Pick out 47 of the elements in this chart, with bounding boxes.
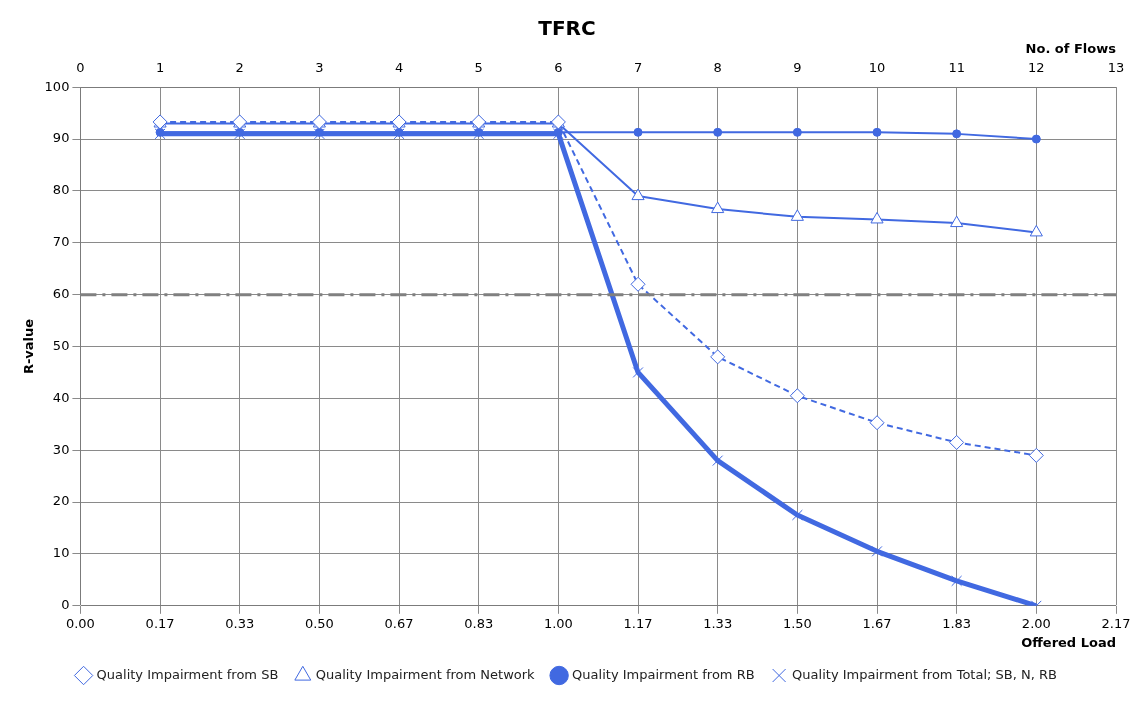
x2-tick-label: 3: [315, 59, 324, 75]
x-tick-label: 0.67: [384, 615, 414, 631]
y-tick-label: 60: [52, 286, 70, 302]
legend-label: Quality Impairment from RB: [572, 666, 755, 682]
x2-tick-label: 9: [793, 59, 802, 75]
x-tick-label: 0.17: [145, 615, 175, 631]
x-tick-label: 2.00: [1021, 615, 1051, 631]
x-tick-label: 1.67: [862, 615, 892, 631]
y-tick-label: 80: [52, 182, 70, 198]
x2-tick-label: 13: [1107, 59, 1125, 75]
x2-tick-label: 8: [713, 59, 722, 75]
x-tick-label: 1.33: [703, 615, 733, 631]
x2-tick-label: 12: [1028, 59, 1045, 75]
x-tick-label: 0.83: [464, 615, 494, 631]
y-tick-label: 0: [61, 597, 70, 613]
x2-tick-label: 6: [554, 59, 563, 75]
y-axis-title: R-value: [21, 318, 37, 375]
x2-tick-label: 4: [394, 59, 404, 75]
x-tick-label: 0.00: [65, 615, 95, 631]
x-tick-label: 2.17: [1101, 615, 1131, 631]
y-tick-label: 50: [52, 337, 70, 353]
x-tick-label: 0.33: [225, 615, 255, 631]
x2-tick-label: 2: [235, 59, 244, 75]
y-tick-label: 20: [52, 493, 70, 509]
x2-tick-label: 7: [633, 59, 643, 75]
x-axis-title: Offered Load: [1021, 634, 1116, 650]
x-tick-label: 1.17: [623, 615, 653, 631]
y-tick-label: 10: [52, 545, 70, 561]
legend-label: Quality Impairment from Total; SB, N, RB: [792, 666, 1057, 682]
x-tick-label: 0.50: [304, 615, 334, 631]
y-tick-label: 90: [52, 130, 70, 146]
chart-title: TFRC: [538, 16, 596, 41]
x2-tick-label: 0: [76, 59, 85, 75]
x2-tick-label: 10: [868, 59, 886, 75]
x-tick-label: 1.83: [942, 615, 972, 631]
legend-label: Quality Impairment from Network: [315, 666, 536, 682]
y-tick-label: 30: [52, 441, 70, 457]
x-tick-label: 1.50: [782, 615, 812, 631]
x2-axis-title: No. of Flows: [1025, 41, 1117, 57]
x2-tick-label: 5: [474, 59, 483, 75]
x-tick-label: 1.00: [543, 615, 573, 631]
y-tick-label: 40: [52, 389, 70, 405]
y-tick-label: 100: [44, 78, 70, 94]
x2-tick-label: 1: [155, 59, 165, 75]
x2-tick-label: 11: [948, 59, 965, 75]
legend-label: Quality Impairment from SB: [96, 666, 279, 682]
y-tick-label: 70: [52, 234, 70, 250]
